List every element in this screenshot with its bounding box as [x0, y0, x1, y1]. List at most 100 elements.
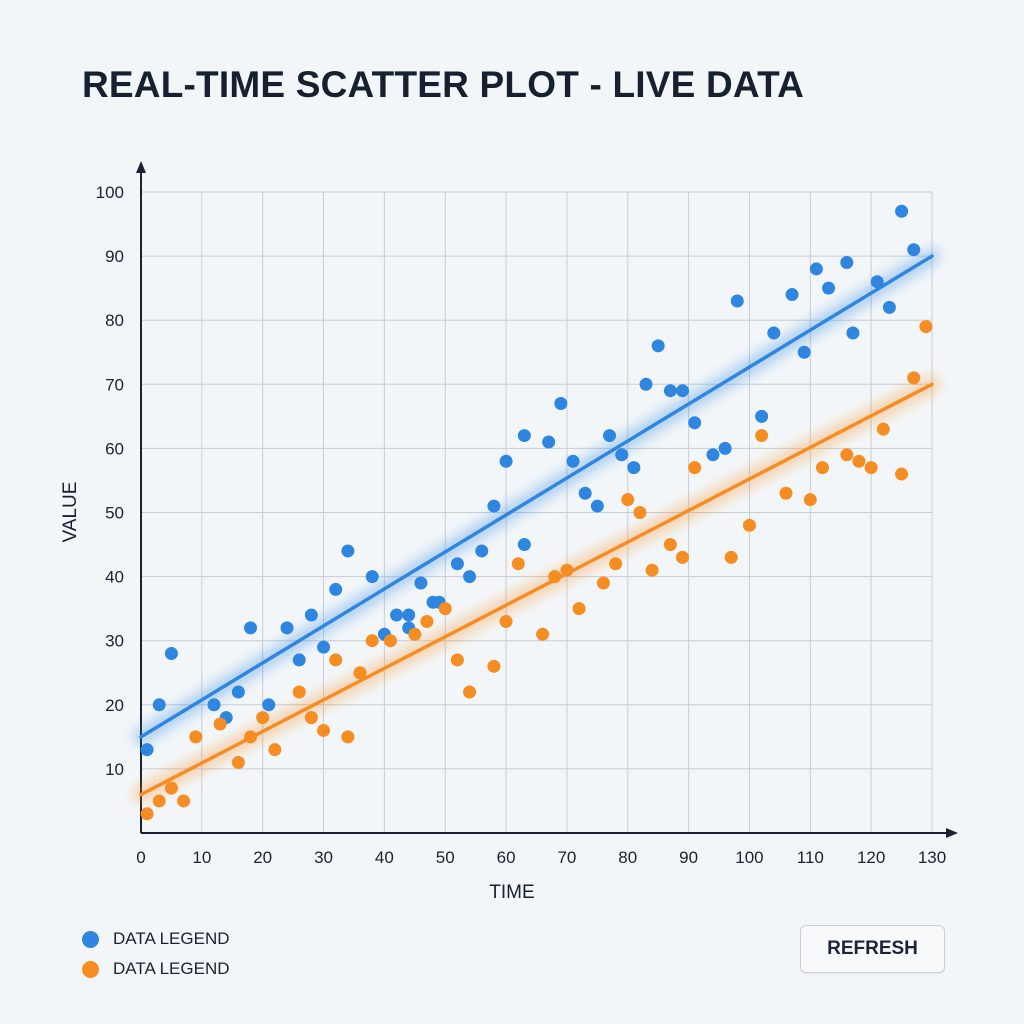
legend-item-orange: DATA LEGEND	[82, 954, 230, 984]
data-point-blue	[463, 570, 477, 584]
y-tick-label: 100	[96, 183, 124, 202]
data-point-blue	[895, 204, 909, 218]
chart-axes	[136, 161, 958, 838]
data-point-blue	[542, 435, 556, 449]
data-point-orange	[895, 467, 909, 481]
data-point-blue	[603, 429, 617, 443]
data-point-blue	[566, 454, 580, 468]
data-point-orange	[164, 781, 178, 795]
data-point-blue	[207, 698, 221, 712]
data-point-orange	[919, 320, 933, 334]
data-point-orange	[548, 570, 562, 584]
data-point-orange	[621, 493, 635, 507]
data-point-orange	[633, 506, 647, 519]
data-point-blue	[341, 544, 355, 558]
data-point-blue	[706, 448, 720, 462]
x-tick-label: 130	[918, 848, 946, 867]
data-point-orange	[317, 723, 331, 737]
data-point-blue	[487, 499, 501, 513]
data-point-orange	[852, 454, 866, 468]
y-tick-label: 20	[105, 696, 124, 715]
data-point-blue	[402, 608, 416, 622]
data-point-blue	[414, 576, 428, 590]
data-point-blue	[797, 345, 811, 359]
data-point-blue	[317, 640, 331, 654]
data-point-orange	[487, 659, 501, 673]
data-point-blue	[590, 499, 604, 513]
data-point-blue	[730, 294, 744, 308]
data-point-blue	[499, 454, 513, 468]
data-point-blue	[870, 275, 884, 289]
data-point-blue	[262, 698, 276, 712]
data-point-blue	[244, 621, 258, 635]
data-point-orange	[177, 794, 191, 808]
data-point-blue	[651, 339, 665, 353]
data-point-orange	[292, 685, 306, 699]
trend-line-1	[139, 382, 934, 797]
x-tick-label: 100	[735, 848, 763, 867]
data-point-blue	[809, 262, 823, 276]
data-point-blue	[615, 448, 629, 462]
data-point-orange	[688, 461, 702, 475]
data-point-blue	[292, 653, 306, 667]
data-point-blue	[554, 397, 568, 411]
data-point-orange	[450, 653, 464, 667]
data-point-orange	[803, 493, 817, 507]
y-tick-label: 10	[105, 760, 124, 779]
x-tick-label: 20	[253, 848, 272, 867]
y-tick-label: 30	[105, 632, 124, 651]
data-point-orange	[609, 557, 623, 571]
data-point-blue	[164, 647, 178, 661]
x-tick-label: 50	[436, 848, 455, 867]
legend-dot-blue	[82, 930, 99, 948]
data-point-orange	[420, 614, 434, 628]
data-point-blue	[280, 621, 294, 635]
data-point-blue	[304, 608, 318, 622]
data-point-orange	[560, 563, 574, 577]
data-point-orange	[189, 730, 203, 744]
trend-lines	[133, 248, 940, 803]
data-point-orange	[438, 602, 452, 616]
data-point-orange	[907, 371, 921, 385]
data-point-orange	[536, 627, 550, 641]
data-point-orange	[742, 518, 756, 532]
data-point-blue	[517, 429, 531, 443]
data-point-orange	[244, 730, 258, 744]
data-point-orange	[140, 807, 154, 821]
data-point-orange	[511, 557, 525, 571]
data-point-orange	[755, 429, 769, 443]
data-point-blue	[365, 570, 379, 584]
page-title: REAL-TIME SCATTER PLOT - LIVE DATA	[82, 64, 805, 105]
x-tick-label: 40	[375, 848, 394, 867]
x-tick-label: 70	[557, 848, 576, 867]
data-point-blue	[390, 608, 404, 622]
data-point-blue	[676, 384, 690, 398]
data-point-orange	[663, 538, 677, 552]
data-point-orange	[463, 685, 477, 699]
data-point-orange	[876, 422, 890, 436]
x-tick-label: 10	[192, 848, 211, 867]
data-point-blue	[578, 486, 592, 500]
data-point-orange	[408, 627, 422, 641]
tick-labels: 0 10 20 30 40 50 60 70 80 90 100 110 120 130 10 20 30 40 5…	[96, 183, 947, 867]
y-tick-label: 40	[105, 568, 124, 587]
data-point-blue	[329, 582, 343, 596]
data-point-orange	[779, 486, 793, 500]
y-tick-label: 80	[105, 311, 124, 330]
data-point-orange	[572, 602, 586, 616]
data-point-blue	[846, 326, 860, 340]
chart-legend: DATA LEGEND DATA LEGEND	[82, 924, 230, 984]
data-point-orange	[676, 550, 690, 564]
data-point-orange	[329, 653, 343, 667]
data-point-blue	[663, 384, 677, 398]
data-point-orange	[353, 666, 367, 680]
data-point-blue	[755, 409, 769, 423]
x-axis-arrow-icon	[946, 828, 958, 838]
x-tick-label: 60	[497, 848, 516, 867]
data-point-orange	[724, 550, 738, 564]
data-point-orange	[256, 711, 270, 725]
x-tick-label: 0	[136, 848, 145, 867]
refresh-button[interactable]: REFRESH	[800, 925, 945, 973]
data-point-blue	[767, 326, 781, 340]
trend-line-0	[139, 254, 934, 739]
